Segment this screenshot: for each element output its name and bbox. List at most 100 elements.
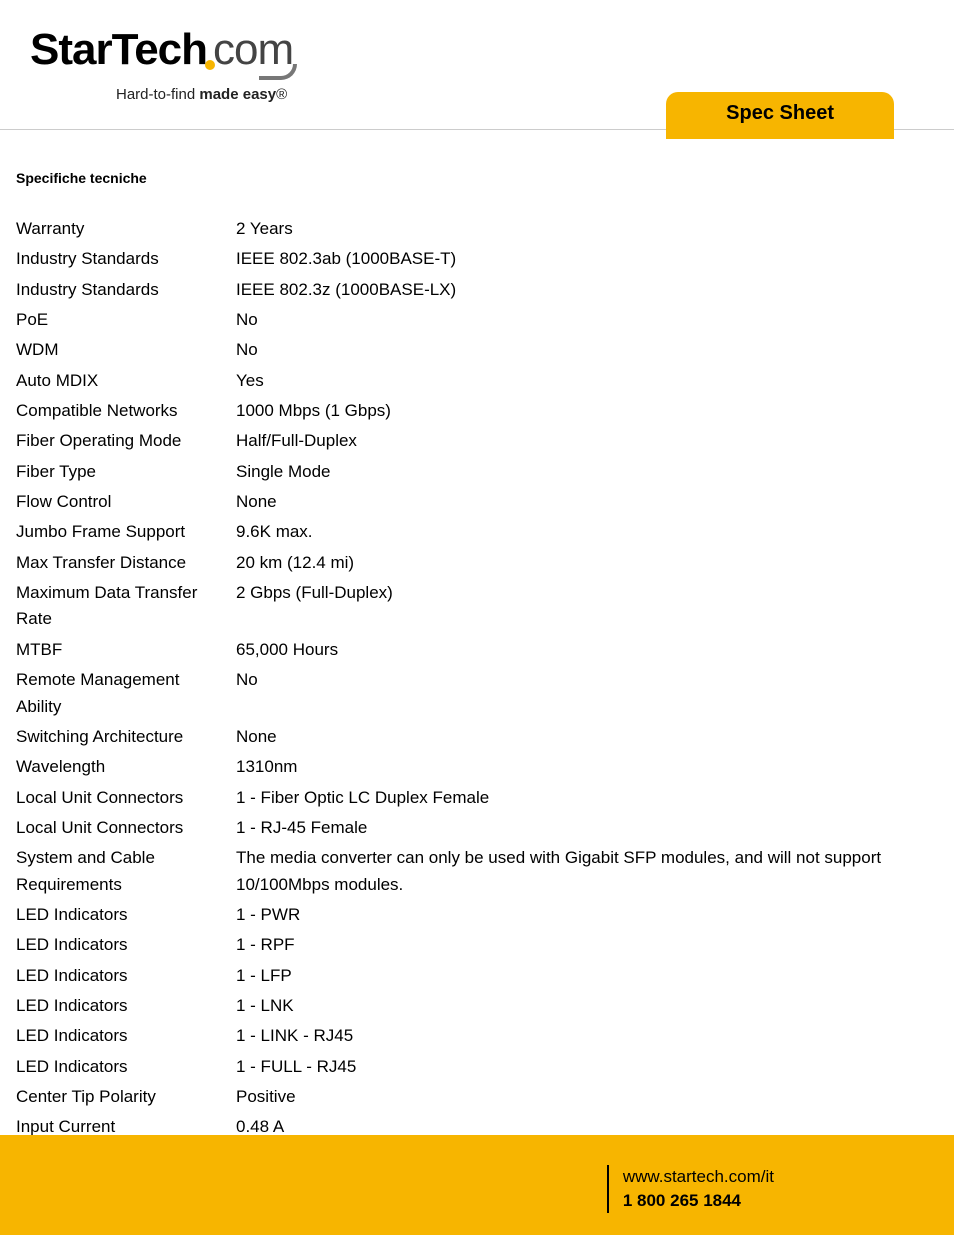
spec-value: None [236,487,938,517]
table-row: Industry StandardsIEEE 802.3ab (1000BASE… [16,244,938,274]
table-row: LED Indicators1 - LNK [16,991,938,1021]
table-row: Local Unit Connectors1 - Fiber Optic LC … [16,783,938,813]
spec-label: Center Tip Polarity [16,1082,236,1112]
section-title: Specifiche tecniche [16,170,938,186]
spec-value: 2 Gbps (Full-Duplex) [236,578,938,635]
tagline: Hard-to-find made easy® [116,86,293,103]
spec-value: 1 - LINK - RJ45 [236,1021,938,1051]
spec-label: WDM [16,335,236,365]
table-row: Fiber TypeSingle Mode [16,457,938,487]
spec-label: Warranty [16,214,236,244]
tagline-bold: made easy [199,86,276,103]
spec-value: IEEE 802.3ab (1000BASE-T) [236,244,938,274]
spec-label: LED Indicators [16,900,236,930]
spec-value: Positive [236,1082,938,1112]
table-row: Local Unit Connectors1 - RJ-45 Female [16,813,938,843]
table-row: LED Indicators1 - LFP [16,961,938,991]
tagline-prefix: Hard-to-find [116,86,199,103]
spec-label: Flow Control [16,487,236,517]
spec-label: Max Transfer Distance [16,548,236,578]
table-row: Flow ControlNone [16,487,938,517]
spec-value: 2 Years [236,214,938,244]
spec-label: Local Unit Connectors [16,813,236,843]
spec-value: 1 - LFP [236,961,938,991]
spec-label: Fiber Type [16,457,236,487]
spec-label: LED Indicators [16,1021,236,1051]
spec-label: Fiber Operating Mode [16,426,236,456]
table-row: Switching ArchitectureNone [16,722,938,752]
table-row: Remote Management AbilityNo [16,665,938,722]
spec-label: PoE [16,305,236,335]
spec-table: Warranty2 YearsIndustry StandardsIEEE 80… [16,214,938,1234]
logo-main: StarTech [30,25,207,74]
spec-label: System and Cable Requirements [16,843,236,900]
spec-value: 1 - FULL - RJ45 [236,1052,938,1082]
table-row: WDMNo [16,335,938,365]
spec-label: LED Indicators [16,961,236,991]
spec-value: Single Mode [236,457,938,487]
spec-value: 1 - LNK [236,991,938,1021]
spec-value: 9.6K max. [236,517,938,547]
spec-label: Jumbo Frame Support [16,517,236,547]
table-row: Maximum Data Transfer Rate2 Gbps (Full-D… [16,578,938,635]
spec-sheet-tab: Spec Sheet [666,92,894,139]
spec-label: Remote Management Ability [16,665,236,722]
content-area: Specifiche tecniche Warranty2 YearsIndus… [0,130,954,1234]
footer-url: www.startech.com/it [623,1165,774,1189]
table-row: Compatible Networks1000 Mbps (1 Gbps) [16,396,938,426]
logo-dot-icon [205,60,215,70]
footer-phone: 1 800 265 1844 [623,1189,774,1213]
spec-label: Maximum Data Transfer Rate [16,578,236,635]
table-row: PoENo [16,305,938,335]
table-row: MTBF65,000 Hours [16,635,938,665]
spec-label: Industry Standards [16,244,236,274]
spec-label: Switching Architecture [16,722,236,752]
table-row: LED Indicators1 - LINK - RJ45 [16,1021,938,1051]
spec-value: Half/Full-Duplex [236,426,938,456]
spec-value: 1 - Fiber Optic LC Duplex Female [236,783,938,813]
page-header: StarTechcom Hard-to-find made easy® Spec… [0,0,954,130]
spec-label: Wavelength [16,752,236,782]
spec-value: 1 - RPF [236,930,938,960]
table-row: Wavelength1310nm [16,752,938,782]
table-row: Fiber Operating ModeHalf/Full-Duplex [16,426,938,456]
spec-label: Auto MDIX [16,366,236,396]
spec-label: MTBF [16,635,236,665]
spec-value: No [236,335,938,365]
logo-text: StarTechcom [30,28,293,72]
spec-value: 20 km (12.4 mi) [236,548,938,578]
table-row: LED Indicators1 - PWR [16,900,938,930]
table-row: System and Cable RequirementsThe media c… [16,843,938,900]
spec-label: LED Indicators [16,991,236,1021]
spec-label: Compatible Networks [16,396,236,426]
spec-value: 65,000 Hours [236,635,938,665]
spec-sheet-tab-label: Spec Sheet [726,102,834,124]
table-row: Auto MDIXYes [16,366,938,396]
brand-logo: StarTechcom Hard-to-find made easy® [30,28,293,103]
table-row: Center Tip PolarityPositive [16,1082,938,1112]
spec-value: Yes [236,366,938,396]
table-row: Industry StandardsIEEE 802.3z (1000BASE-… [16,275,938,305]
footer-contact: www.startech.com/it 1 800 265 1844 [607,1165,774,1213]
spec-label: Local Unit Connectors [16,783,236,813]
spec-value: 1 - RJ-45 Female [236,813,938,843]
spec-label: LED Indicators [16,930,236,960]
table-row: LED Indicators1 - FULL - RJ45 [16,1052,938,1082]
spec-value: No [236,665,938,722]
spec-value: No [236,305,938,335]
spec-label: Industry Standards [16,275,236,305]
table-row: Jumbo Frame Support9.6K max. [16,517,938,547]
tagline-mark: ® [276,86,287,103]
spec-value: 1 - PWR [236,900,938,930]
spec-value: None [236,722,938,752]
table-row: Max Transfer Distance20 km (12.4 mi) [16,548,938,578]
spec-value: 1310nm [236,752,938,782]
spec-value: The media converter can only be used wit… [236,843,938,900]
page-footer: www.startech.com/it 1 800 265 1844 [0,1135,954,1235]
table-row: Warranty2 Years [16,214,938,244]
table-row: LED Indicators1 - RPF [16,930,938,960]
spec-label: LED Indicators [16,1052,236,1082]
logo-hook-icon [259,64,297,80]
spec-value: IEEE 802.3z (1000BASE-LX) [236,275,938,305]
spec-value: 1000 Mbps (1 Gbps) [236,396,938,426]
